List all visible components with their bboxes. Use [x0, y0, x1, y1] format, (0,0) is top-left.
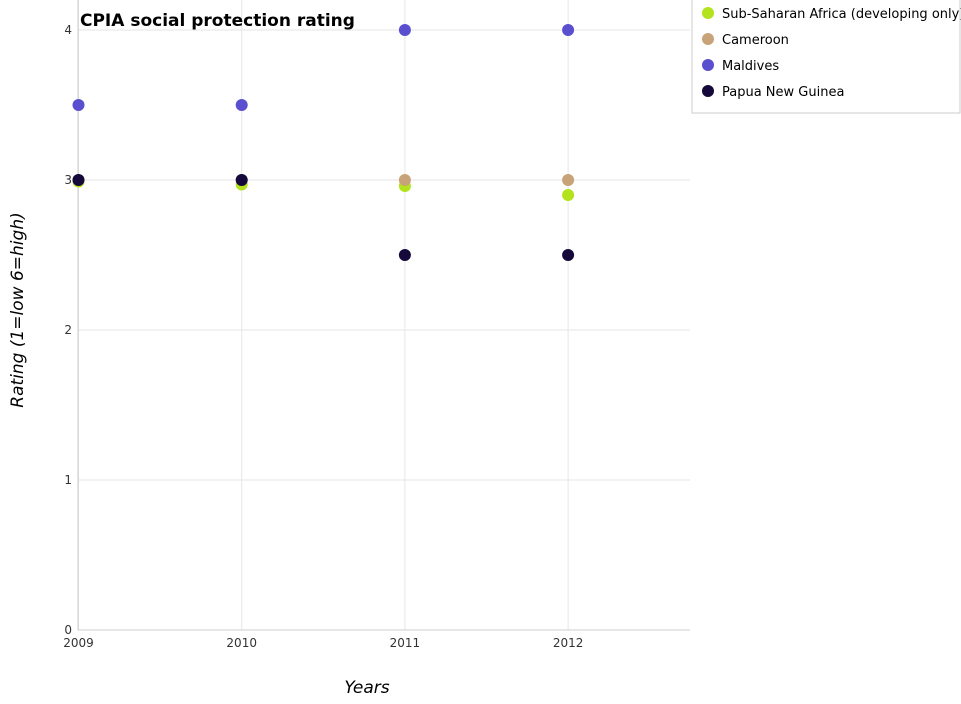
- y-tick-label: 3: [64, 173, 72, 187]
- axes: 0 1 2 3 4 2009 2010 2011 2012: [63, 0, 690, 650]
- x-tick-label: 2012: [553, 636, 584, 650]
- legend-marker: [702, 33, 714, 45]
- x-axis-label: Years: [344, 678, 389, 698]
- legend-label: Sub-Saharan Africa (developing only): [722, 7, 961, 22]
- legend-marker: [702, 85, 714, 97]
- data-point: [562, 24, 575, 36]
- y-axis-label: Rating (1=low 6=high): [8, 212, 28, 407]
- legend-label: Papua New Guinea: [722, 85, 844, 100]
- data-points: [72, 24, 575, 261]
- data-point: [562, 174, 575, 186]
- data-point: [398, 174, 411, 186]
- legend-box: [691, 0, 961, 114]
- data-point: [235, 174, 248, 186]
- x-tick-label: 2009: [63, 636, 94, 650]
- data-point: [72, 174, 85, 186]
- y-tick-label: 0: [64, 623, 72, 637]
- legend-label: Cameroon: [722, 33, 789, 48]
- legend: Sub-Saharan Africa (developing only) Came…: [691, 0, 961, 114]
- chart-title: CPIA social protection rating: [80, 11, 355, 31]
- legend-label: Maldives: [722, 59, 779, 74]
- data-point: [72, 99, 85, 111]
- data-point: [398, 249, 411, 261]
- x-tick-label: 2011: [390, 636, 421, 650]
- data-point: [562, 249, 575, 261]
- data-point: [398, 24, 411, 36]
- grid: [78, 0, 690, 631]
- data-point: [562, 189, 575, 201]
- data-point: [235, 99, 248, 111]
- legend-marker: [702, 59, 714, 71]
- legend-marker: [702, 7, 714, 19]
- y-tick-label: 1: [64, 473, 72, 487]
- y-tick-label: 2: [64, 323, 72, 337]
- y-tick-label: 4: [64, 23, 72, 37]
- x-tick-label: 2010: [226, 636, 257, 650]
